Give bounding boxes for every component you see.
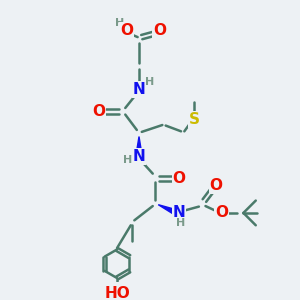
- Text: H: H: [123, 155, 132, 165]
- Text: O: O: [172, 171, 185, 186]
- Text: HO: HO: [104, 286, 130, 300]
- Text: N: N: [133, 82, 146, 97]
- Text: O: O: [215, 206, 228, 220]
- Text: H: H: [115, 18, 124, 28]
- Text: O: O: [93, 104, 106, 119]
- Text: O: O: [209, 178, 222, 193]
- Text: N: N: [133, 149, 146, 164]
- Text: S: S: [188, 112, 200, 127]
- Text: H: H: [176, 218, 186, 227]
- Text: O: O: [153, 23, 166, 38]
- Polygon shape: [158, 205, 175, 214]
- Polygon shape: [136, 136, 142, 152]
- Text: H: H: [146, 77, 154, 87]
- Text: N: N: [172, 206, 185, 220]
- Text: O: O: [120, 23, 133, 38]
